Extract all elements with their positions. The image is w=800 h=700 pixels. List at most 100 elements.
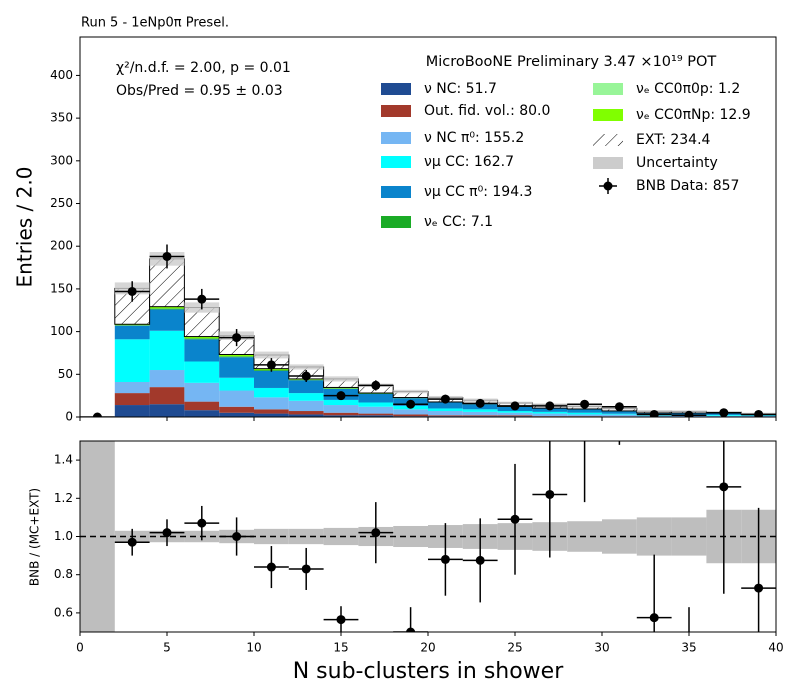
bar-segment [184, 401, 220, 411]
data-point [510, 514, 520, 524]
bar-segment [254, 413, 289, 417]
frame [79, 440, 777, 633]
legend-label: EXT: 234.4 [636, 132, 711, 148]
bar-segment [497, 411, 533, 413]
data-point [440, 394, 450, 404]
top-plot [80, 244, 776, 417]
data-point [649, 409, 659, 417]
bar-segment [323, 399, 359, 406]
bar-segment [254, 387, 289, 398]
data-point [545, 401, 555, 411]
legend-label: νₑ CC0π0p: 1.2 [636, 81, 740, 97]
data-point [754, 409, 764, 417]
data-point [684, 410, 694, 417]
y-tick-label: 50 [58, 367, 73, 381]
y-tick-label: 200 [50, 239, 73, 253]
x-tick-label: 0 [76, 641, 84, 655]
data-point [719, 482, 729, 492]
bar-segment [149, 309, 185, 331]
bar-segment [149, 308, 185, 310]
bar-segment [323, 405, 359, 413]
legend-swatch [593, 157, 623, 169]
legend-swatch [381, 83, 411, 95]
bar-segment [184, 339, 220, 362]
legend-label: ν NC π⁰: 155.2 [424, 130, 524, 146]
x-tick-label: 15 [333, 641, 348, 655]
data-point [127, 537, 137, 547]
data-point [475, 555, 485, 565]
legend-swatch [381, 105, 411, 117]
y-axis-label: Entries / 2.0 [13, 167, 37, 288]
bar-segment [254, 397, 289, 410]
x-tick-label: 10 [246, 641, 261, 655]
bar-segment [149, 387, 185, 405]
x-tick-label: 35 [681, 641, 696, 655]
data-point [301, 564, 311, 574]
bar-segment [114, 393, 150, 406]
data-point [580, 360, 589, 369]
bar-segment [393, 409, 428, 415]
x-tick-label: 30 [594, 641, 609, 655]
annotation: Obs/Pred = 0.95 ± 0.03 [116, 83, 283, 99]
bar-segment [219, 357, 254, 378]
legend-label: νₑ CC: 7.1 [424, 214, 493, 230]
bar-segment [184, 382, 220, 402]
bar-segment [462, 415, 498, 417]
bar-segment [184, 361, 220, 383]
legend-swatch [381, 216, 411, 228]
data-point [162, 528, 172, 538]
bar-segment [358, 393, 394, 403]
y-tick-label: 300 [50, 153, 73, 167]
y-tick-label: 0 [65, 410, 73, 424]
bar-segment [184, 410, 220, 417]
bar-segment [567, 414, 602, 417]
data-point [615, 265, 624, 274]
bar-segment [219, 412, 254, 417]
bar-segment [602, 414, 637, 417]
x-tick-label: 25 [507, 641, 522, 655]
annotation: χ²/n.d.f. = 2.00, p = 0.01 [116, 60, 291, 76]
legend-swatch [593, 109, 623, 121]
data-point [719, 408, 729, 417]
legend-label: νμ CC π⁰: 194.3 [424, 184, 532, 200]
legend-label: νμ CC: 162.7 [424, 154, 514, 170]
bar-segment [358, 415, 394, 417]
y-tick-label: 150 [50, 281, 73, 295]
bar-segment [532, 413, 568, 417]
bar-segment [114, 325, 150, 340]
y-tick-label: 400 [50, 68, 73, 82]
bar-segment [497, 415, 533, 417]
data-point [92, 412, 102, 417]
bar-segment [219, 406, 254, 413]
data-point [406, 627, 416, 632]
bar-segment [532, 411, 568, 414]
bar-segment [219, 354, 254, 357]
bar-segment [567, 412, 602, 415]
data-point [336, 615, 346, 625]
bar-segment [114, 405, 150, 417]
y-tick-label: 1.2 [54, 491, 73, 505]
y-tick-label: 250 [50, 196, 73, 210]
legend-marker [603, 181, 613, 191]
legend-label: νₑ CC0πNp: 12.9 [636, 107, 751, 123]
legend-label: Out. fid. vol.: 80.0 [424, 103, 550, 119]
bar-segment [462, 411, 498, 416]
y-axis-label: BNB / (MC+EXT) [28, 488, 42, 586]
data-point [197, 518, 207, 528]
bar-segment [288, 393, 324, 401]
x-tick-label: 5 [163, 641, 171, 655]
data-point [197, 294, 207, 304]
y-tick-label: 350 [50, 111, 73, 125]
data-point [685, 666, 694, 675]
bar-segment [358, 413, 394, 416]
bar-segment [219, 377, 254, 391]
legend-label: ν NC: 51.7 [424, 81, 497, 97]
data-point [266, 562, 276, 572]
frame [79, 36, 777, 418]
data-point [232, 532, 242, 541]
data-point [754, 583, 764, 593]
y-tick-label: 1.0 [54, 529, 73, 543]
bar-segment [288, 414, 324, 417]
